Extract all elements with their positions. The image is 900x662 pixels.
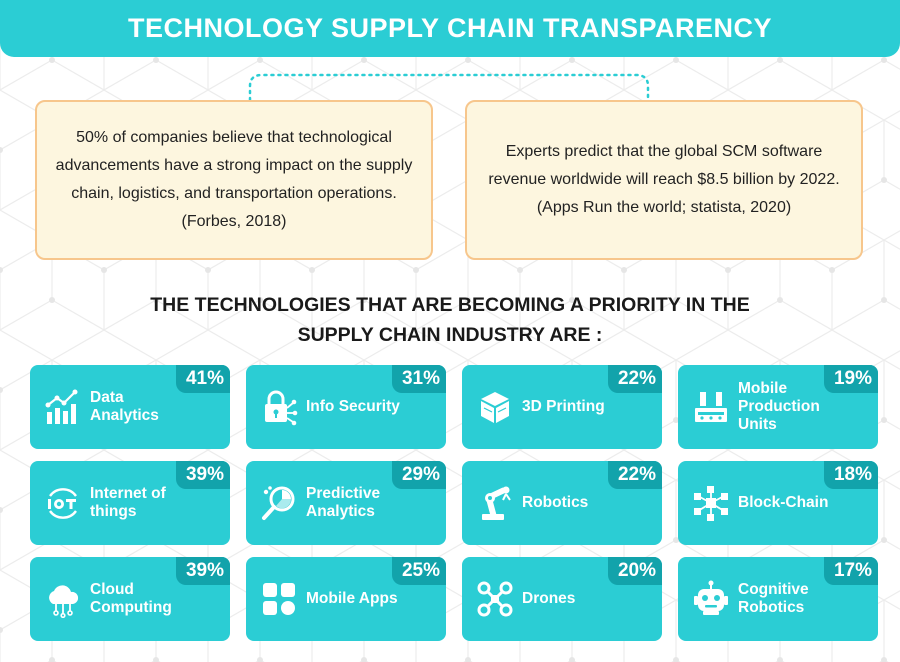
tech-percent: 20% [607,557,662,585]
tech-label: Predictive Analytics [306,485,381,520]
technology-grid: Data Analytics 41% Info Security 31% 3D … [30,365,878,641]
robot-arm-icon [482,486,511,520]
cloud-icon [49,585,79,618]
iot-icon [48,488,77,519]
fact-box-companies: 50% of companies believe that technologi… [35,100,433,260]
fact-text: 50% of companies believe that technologi… [55,129,413,230]
tech-label: Mobile Production Units [738,380,820,433]
tech-card-internet-of-things: Internet of things 39% [30,461,230,545]
tech-label: Info Security [306,398,400,415]
tech-percent: 22% [607,461,662,489]
tech-percent: 29% [391,461,446,489]
section-title: THE TECHNOLOGIES THAT ARE BECOMING A PRI… [0,290,900,350]
tech-card-cloud-computing: Cloud Computing 39% [30,557,230,641]
tech-card-cognitive-robotics: Cognitive Robotics 17% [678,557,878,641]
robot-head-icon [694,580,728,615]
tech-label: Cognitive Robotics [738,581,809,616]
drone-icon [477,581,513,617]
tech-percent: 31% [391,365,446,393]
tech-card-predictive-analytics: Predictive Analytics 29% [246,461,446,545]
tech-label: Block-Chain [738,494,829,511]
tech-card-mobile-apps: Mobile Apps 25% [246,557,446,641]
magnifier-chart-icon [262,486,295,520]
network-icon [694,486,728,521]
tech-percent: 25% [391,557,446,585]
bar-chart-icon [45,389,78,424]
tech-label: 3D Printing [522,398,605,415]
tech-card-block-chain: Block-Chain 18% [678,461,878,545]
factory-icon [695,392,727,422]
tech-label: Internet of things [90,485,166,520]
header-banner: TECHNOLOGY SUPPLY CHAIN TRANSPARENCY [0,0,900,57]
tech-card-info-security: Info Security 31% [246,365,446,449]
page-title: TECHNOLOGY SUPPLY CHAIN TRANSPARENCY [127,13,773,43]
tech-label: Mobile Apps [306,590,398,607]
fact-text: Experts predict that the global SCM soft… [488,143,840,216]
tech-label: Robotics [522,494,589,511]
fact-box-revenue: Experts predict that the global SCM soft… [465,100,863,260]
tech-percent: 18% [823,461,878,489]
padlock-icon [265,390,298,426]
tech-card-robotics: Robotics 22% [462,461,662,545]
tech-percent: 19% [823,365,878,393]
tech-percent: 39% [175,461,230,489]
tech-percent: 41% [175,365,230,393]
tech-label: Data Analytics [90,389,159,424]
tech-card-3d-printing: 3D Printing 22% [462,365,662,449]
dotted-connector [248,73,650,102]
section-title-line: SUPPLY CHAIN INDUSTRY ARE : [297,324,603,346]
tech-card-mobile-production-units: Mobile Production Units 19% [678,365,878,449]
tech-percent: 39% [175,557,230,585]
tech-label: Cloud Computing [90,581,172,616]
app-grid-icon [263,583,295,615]
cube-icon [481,392,509,423]
tech-label: Drones [522,590,576,607]
tech-card-data-analytics: Data Analytics 41% [30,365,230,449]
tech-percent: 22% [607,365,662,393]
tech-card-drones: Drones 20% [462,557,662,641]
tech-percent: 17% [823,557,878,585]
section-title-line: THE TECHNOLOGIES THAT ARE BECOMING A PRI… [150,294,750,316]
